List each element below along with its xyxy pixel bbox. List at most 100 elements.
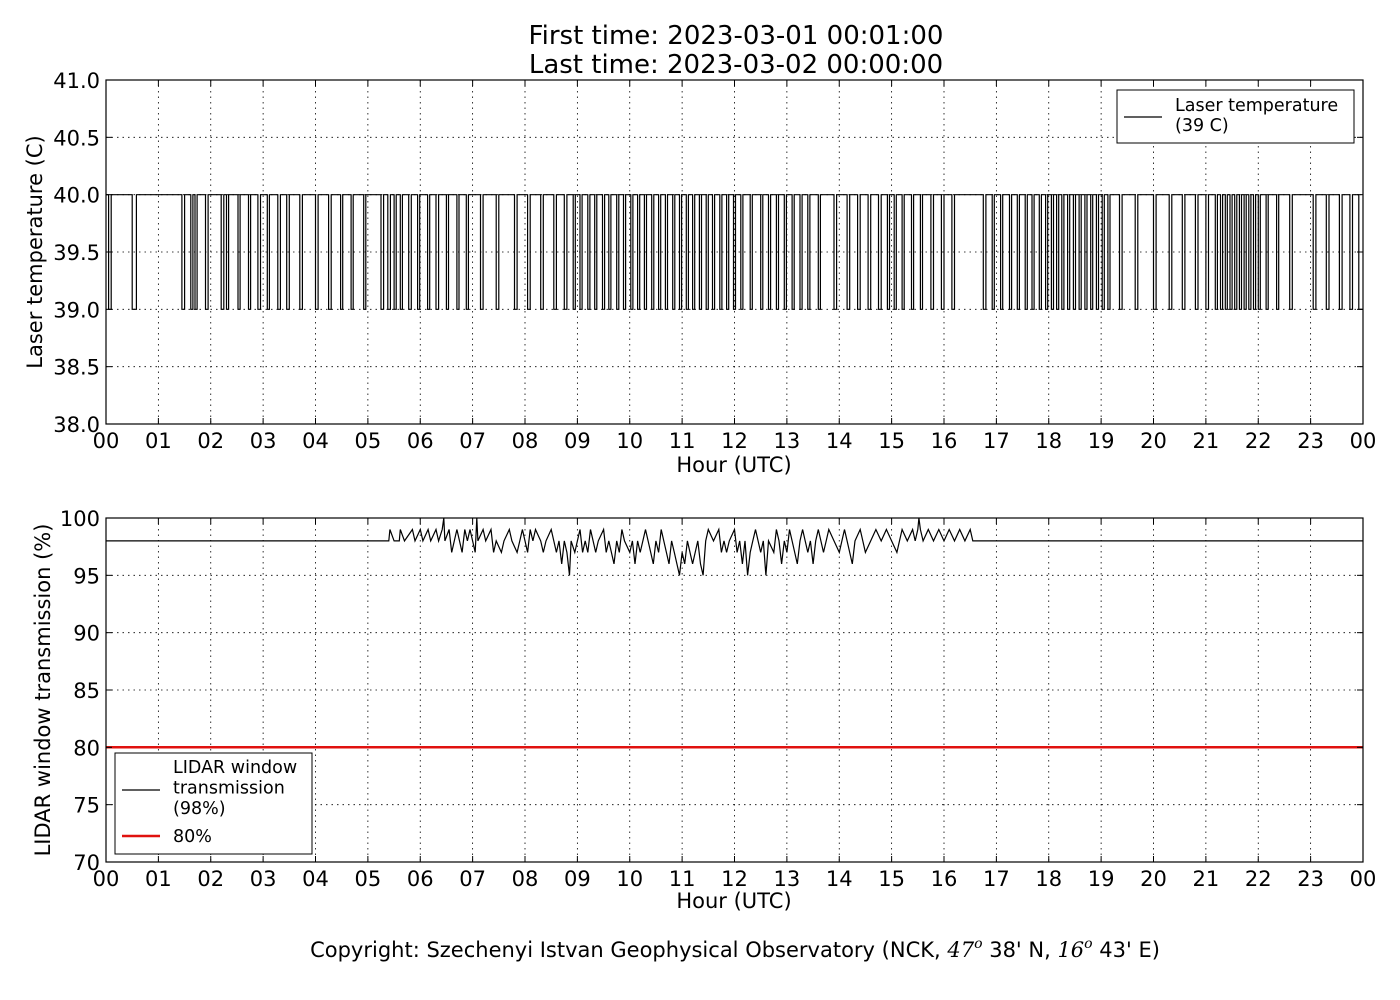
longitude-minutes: 43' E): [1093, 938, 1160, 962]
laser-temperature-x-tick-label: 00: [1350, 429, 1377, 453]
lidar-transmission-y-tick-label: 70: [73, 851, 100, 875]
lidar-transmission-x-tick-label: 13: [774, 867, 801, 891]
legend-line: 80%: [173, 827, 212, 847]
lidar-transmission-y-tick-label: 100: [60, 507, 100, 531]
lidar-transmission-x-tick-label: 03: [250, 867, 277, 891]
lidar-transmission-x-tick-label: 01: [145, 867, 172, 891]
lidar-transmission-x-tick-label: 06: [407, 867, 434, 891]
laser-temperature-x-tick-label: 20: [1140, 429, 1167, 453]
laser-temperature-legend: Laser temperature (39 C): [1116, 89, 1355, 144]
laser-temperature-x-tick-label: 14: [826, 429, 853, 453]
legend-line: Laser temperature: [1175, 96, 1338, 116]
lidar-transmission-x-tick-label: 21: [1193, 867, 1220, 891]
threshold-legend-label: 80%: [173, 827, 212, 847]
lidar-transmission-series: [106, 517, 1363, 749]
latitude-degree-mark: o: [974, 936, 982, 952]
laser-temperature-x-tick-label: 22: [1245, 429, 1272, 453]
laser-temperature-x-tick-label: 09: [564, 429, 591, 453]
laser-temperature-x-tick-label: 03: [250, 429, 277, 453]
lidar-transmission-x-tick-label: 14: [826, 867, 853, 891]
latitude-degrees: 47: [946, 938, 974, 962]
laser-temperature-x-tick-label: 06: [407, 429, 434, 453]
lidar-transmission-x-tick-label: 04: [302, 867, 329, 891]
laser-temperature-x-tick-label: 21: [1193, 429, 1220, 453]
lidar-transmission-x-tick-label: 10: [616, 867, 643, 891]
lidar-transmission-x-tick-label: 02: [197, 867, 224, 891]
laser-temperature-y-axis-label: Laser temperature (C): [23, 135, 47, 368]
laser-temperature-x-tick-label: 05: [355, 429, 382, 453]
lidar-transmission-line: [106, 517, 1363, 576]
latitude-minutes: 38' N,: [983, 938, 1058, 962]
laser-temperature-x-tick-label: 23: [1297, 429, 1324, 453]
lidar-transmission-x-tick-label: 11: [669, 867, 696, 891]
lidar-transmission-x-tick-label: 00: [1350, 867, 1377, 891]
lidar-transmission-x-tick-label: 12: [721, 867, 748, 891]
laser-temperature-legend-label: Laser temperature (39 C): [1175, 96, 1338, 136]
legend-line: transmission: [173, 779, 285, 799]
laser-temperature-x-tick-label: 11: [669, 429, 696, 453]
laser-temperature-y-tick-label: 38.0: [53, 413, 100, 437]
lidar-transmission-x-tick-label: 20: [1140, 867, 1167, 891]
copyright-footer: Copyright: Szechenyi Istvan Geophysical …: [310, 936, 1160, 962]
laser-temperature-y-tick-label: 41.0: [53, 69, 100, 93]
laser-temperature-x-tick-label: 19: [1088, 429, 1115, 453]
lidar-transmission-x-tick-label: 08: [512, 867, 539, 891]
laser-temperature-x-tick-label: 00: [93, 429, 120, 453]
lidar-transmission-y-tick-label: 75: [73, 794, 100, 818]
legend-line: (39 C): [1175, 116, 1229, 136]
lidar-transmission-x-tick-label: 19: [1088, 867, 1115, 891]
lidar-transmission-x-tick-label: 18: [1035, 867, 1062, 891]
longitude-degree-mark: o: [1084, 936, 1092, 952]
lidar-transmission-x-ticks: 00 01 02 03 04 05 06 07 08 09 10 11 12 13 14 15 16 17 18 19…: [93, 518, 1377, 891]
laser-temperature-x-tick-label: 17: [983, 429, 1010, 453]
lidar-transmission-y-axis-label: LIDAR window transmission (%): [31, 524, 55, 857]
lidar-transmission-x-tick-label: 23: [1297, 867, 1324, 891]
laser-temperature-x-tick-label: 07: [459, 429, 486, 453]
lidar-transmission-panel: 00 01 02 03 04 05 06 07 08 09 10 11 12 13 14 15 16 17 18 19…: [31, 507, 1376, 913]
lidar-transmission-x-axis-label: Hour (UTC): [676, 889, 791, 913]
laser-temperature-panel: 00 01 02 03 04 05 06 07 08 09 10 11 12 13 14 15 16 17 18 19…: [23, 69, 1376, 477]
laser-temperature-x-tick-label: 01: [145, 429, 172, 453]
lidar-transmission-legend-label: LIDAR window transmission (98%): [173, 758, 297, 819]
lidar-transmission-x-tick-label: 22: [1245, 867, 1272, 891]
laser-temperature-line: [106, 194, 1363, 310]
lidar-transmission-x-tick-label: 00: [93, 867, 120, 891]
laser-temperature-x-tick-label: 12: [721, 429, 748, 453]
lidar-transmission-x-tick-label: 09: [564, 867, 591, 891]
laser-temperature-x-tick-label: 13: [774, 429, 801, 453]
laser-temperature-series: [106, 194, 1363, 310]
laser-temperature-x-tick-label: 10: [616, 429, 643, 453]
laser-temperature-x-ticks: 00 01 02 03 04 05 06 07 08 09 10 11 12 13 14 15 16 17 18 19…: [93, 80, 1377, 453]
copyright-prefix: Copyright: Szechenyi Istvan Geophysical …: [310, 938, 947, 962]
laser-temperature-x-tick-label: 15: [878, 429, 905, 453]
laser-temperature-x-axis-label: Hour (UTC): [676, 453, 791, 477]
laser-temperature-y-ticks: 38.0 38.5 39.0 39.5 40.0 40.5 41.0: [53, 69, 1363, 437]
title-first-time: First time: 2023-03-01 00:01:00: [529, 21, 944, 51]
lidar-transmission-y-tick-label: 90: [73, 622, 100, 646]
laser-temperature-y-tick-label: 38.5: [53, 356, 100, 380]
lidar-transmission-x-tick-label: 16: [931, 867, 958, 891]
lidar-transmission-x-tick-label: 15: [878, 867, 905, 891]
legend-line: (98%): [173, 799, 226, 819]
longitude-degrees: 16: [1057, 938, 1084, 962]
lidar-transmission-legend: LIDAR window transmission (98%) 80%: [114, 752, 313, 855]
laser-temperature-y-tick-label: 40.5: [53, 126, 100, 150]
lidar-transmission-x-tick-label: 17: [983, 867, 1010, 891]
lidar-transmission-x-tick-label: 05: [355, 867, 382, 891]
laser-temperature-x-tick-label: 08: [512, 429, 539, 453]
title-last-time: Last time: 2023-03-02 00:00:00: [529, 50, 943, 80]
laser-temperature-y-tick-label: 39.5: [53, 241, 100, 265]
lidar-transmission-x-tick-label: 07: [459, 867, 486, 891]
laser-temperature-x-tick-label: 02: [197, 429, 224, 453]
laser-temperature-y-tick-label: 39.0: [53, 298, 100, 322]
lidar-transmission-y-tick-label: 85: [73, 679, 100, 703]
laser-temperature-x-tick-label: 18: [1035, 429, 1062, 453]
lidar-transmission-y-ticks: 70 75 80 85 90 95 100: [60, 507, 1363, 875]
laser-temperature-x-tick-label: 04: [302, 429, 329, 453]
legend-line: LIDAR window: [173, 758, 297, 778]
lidar-transmission-y-tick-label: 80: [73, 736, 100, 760]
laser-temperature-x-tick-label: 16: [931, 429, 958, 453]
laser-temperature-y-tick-label: 40.0: [53, 184, 100, 208]
lidar-transmission-y-tick-label: 95: [73, 564, 100, 588]
